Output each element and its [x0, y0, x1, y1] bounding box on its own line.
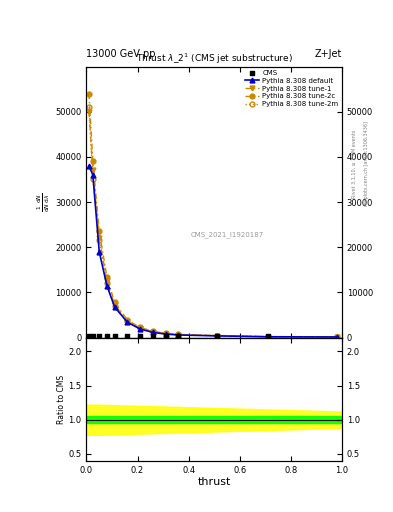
- Pythia 8.308 tune-1: [97, 235, 101, 241]
- Text: Rivet 3.1.10, ≥ 2.4M events: Rivet 3.1.10, ≥ 2.4M events: [352, 130, 357, 198]
- Pythia 8.308 tune-1: [163, 331, 168, 337]
- Pythia 8.308 default: [334, 334, 339, 340]
- X-axis label: thrust: thrust: [198, 477, 231, 487]
- Pythia 8.308 tune-2c: [90, 158, 95, 164]
- Pythia 8.308 default: [97, 249, 101, 255]
- Line: Pythia 8.308 tune-2m: Pythia 8.308 tune-2m: [86, 105, 339, 339]
- Pythia 8.308 tune-2m: [90, 177, 95, 183]
- Text: CMS_2021_I1920187: CMS_2021_I1920187: [190, 231, 264, 238]
- Pythia 8.308 tune-2c: [151, 328, 155, 334]
- CMS: [175, 332, 182, 340]
- Text: mcplots.cern.ch [arXiv:1306.3436]: mcplots.cern.ch [arXiv:1306.3436]: [364, 121, 369, 206]
- Pythia 8.308 default: [86, 163, 91, 169]
- Title: Thrust $\lambda\_2^{1}$ (CMS jet substructure): Thrust $\lambda\_2^{1}$ (CMS jet substru…: [136, 52, 293, 67]
- Pythia 8.308 tune-1: [138, 325, 143, 331]
- Pythia 8.308 tune-2c: [105, 273, 109, 280]
- CMS: [124, 332, 130, 340]
- Pythia 8.308 default: [138, 326, 143, 332]
- Pythia 8.308 default: [151, 329, 155, 335]
- Line: Pythia 8.308 default: Pythia 8.308 default: [86, 163, 339, 339]
- CMS: [96, 332, 102, 340]
- Pythia 8.308 tune-1: [105, 278, 109, 284]
- Pythia 8.308 tune-1: [112, 302, 117, 308]
- Pythia 8.308 default: [215, 333, 219, 339]
- Pythia 8.308 tune-2m: [97, 238, 101, 244]
- Pythia 8.308 tune-1: [86, 109, 91, 115]
- Pythia 8.308 tune-2m: [112, 303, 117, 309]
- Pythia 8.308 default: [125, 319, 130, 325]
- Pythia 8.308 tune-2c: [97, 228, 101, 234]
- Pythia 8.308 tune-2m: [334, 334, 339, 340]
- CMS: [137, 332, 143, 340]
- Pythia 8.308 tune-2m: [125, 318, 130, 325]
- Pythia 8.308 tune-2c: [176, 331, 181, 337]
- Pythia 8.308 tune-2m: [215, 333, 219, 339]
- Y-axis label: $\frac{1}{\mathrm{d}N}\frac{\mathrm{d}N}{\mathrm{d}\,\lambda}$: $\frac{1}{\mathrm{d}N}\frac{\mathrm{d}N}…: [36, 193, 52, 212]
- Pythia 8.308 tune-2m: [138, 325, 143, 331]
- Pythia 8.308 default: [266, 334, 270, 340]
- Pythia 8.308 default: [176, 332, 181, 338]
- Legend: CMS, Pythia 8.308 default, Pythia 8.308 tune-1, Pythia 8.308 tune-2c, Pythia 8.3: CMS, Pythia 8.308 default, Pythia 8.308 …: [245, 70, 338, 107]
- Pythia 8.308 tune-2c: [266, 333, 270, 339]
- Pythia 8.308 tune-1: [266, 334, 270, 340]
- Pythia 8.308 tune-2m: [176, 332, 181, 338]
- CMS: [265, 332, 271, 340]
- Pythia 8.308 tune-2m: [163, 331, 168, 337]
- Pythia 8.308 tune-2m: [86, 104, 91, 110]
- Pythia 8.308 tune-2m: [105, 281, 109, 287]
- Pythia 8.308 tune-1: [334, 334, 339, 340]
- Line: Pythia 8.308 tune-2c: Pythia 8.308 tune-2c: [86, 91, 339, 339]
- CMS: [86, 332, 92, 340]
- Pythia 8.308 tune-1: [151, 328, 155, 334]
- Text: Z+Jet: Z+Jet: [314, 49, 342, 59]
- Text: 13000 GeV pp: 13000 GeV pp: [86, 49, 156, 59]
- CMS: [214, 332, 220, 340]
- Y-axis label: Ratio to CMS: Ratio to CMS: [57, 375, 66, 424]
- Pythia 8.308 tune-2c: [163, 330, 168, 336]
- Pythia 8.308 tune-1: [176, 331, 181, 337]
- Pythia 8.308 default: [105, 283, 109, 289]
- Pythia 8.308 default: [163, 331, 168, 337]
- Pythia 8.308 tune-2c: [125, 317, 130, 323]
- CMS: [104, 332, 110, 340]
- Pythia 8.308 default: [112, 304, 117, 310]
- Pythia 8.308 tune-1: [125, 318, 130, 324]
- Pythia 8.308 tune-2c: [215, 332, 219, 338]
- CMS: [150, 332, 156, 340]
- CMS: [112, 332, 118, 340]
- Pythia 8.308 tune-1: [215, 333, 219, 339]
- Line: Pythia 8.308 tune-1: Pythia 8.308 tune-1: [86, 109, 339, 339]
- Pythia 8.308 tune-2m: [151, 329, 155, 335]
- Pythia 8.308 tune-2m: [266, 334, 270, 340]
- Pythia 8.308 tune-1: [90, 167, 95, 174]
- CMS: [163, 332, 169, 340]
- Pythia 8.308 tune-2c: [86, 91, 91, 97]
- Pythia 8.308 default: [90, 172, 95, 178]
- Pythia 8.308 tune-2c: [138, 325, 143, 331]
- CMS: [90, 332, 96, 340]
- Pythia 8.308 tune-2c: [334, 334, 339, 340]
- Pythia 8.308 tune-2c: [112, 300, 117, 306]
